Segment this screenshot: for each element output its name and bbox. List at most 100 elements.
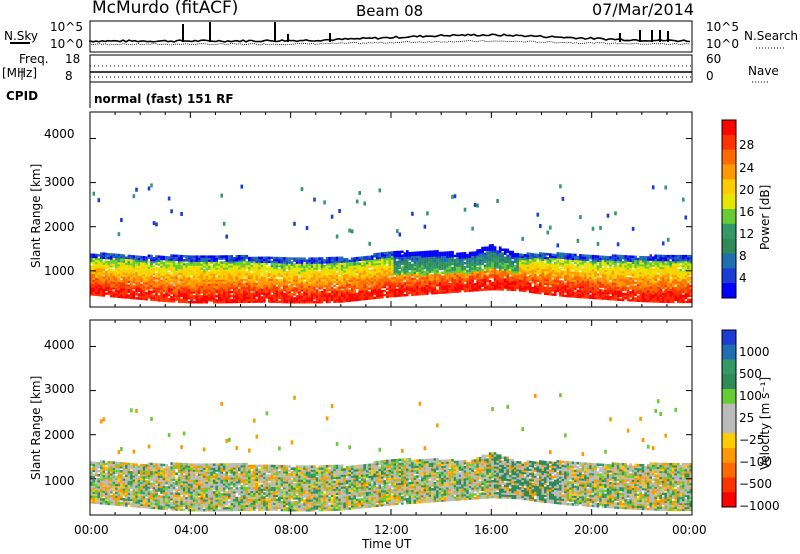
range-cell <box>654 274 657 277</box>
range-cell <box>288 285 291 288</box>
range-cell <box>150 292 153 295</box>
range-cell <box>539 260 542 263</box>
range-cell <box>273 278 276 282</box>
range-cell <box>200 257 203 260</box>
range-cell <box>473 271 477 274</box>
range-cell <box>391 281 394 284</box>
range-cell <box>391 253 394 256</box>
range-cell <box>579 254 582 257</box>
range-cell <box>659 268 662 272</box>
range-cell <box>345 281 349 285</box>
range-cell <box>238 296 241 300</box>
range-cell <box>182 282 186 286</box>
range-cell <box>401 292 404 295</box>
range-cell <box>263 282 266 285</box>
range-cell <box>115 271 118 274</box>
range-cell <box>90 281 93 284</box>
range-cell <box>130 290 133 294</box>
range-cell <box>202 269 206 272</box>
range-cell <box>508 266 512 270</box>
range-cell <box>443 285 447 288</box>
range-cell <box>248 268 251 272</box>
range-cell <box>619 282 622 286</box>
range-cell <box>142 279 146 283</box>
range-cell <box>609 264 612 267</box>
range-cell <box>248 260 251 264</box>
range-cell <box>431 262 434 265</box>
range-cell <box>556 270 560 273</box>
range-cell <box>398 262 402 266</box>
range-cell <box>147 260 151 263</box>
range-cell <box>250 280 254 284</box>
range-cell <box>513 274 517 278</box>
range-cell <box>564 284 567 288</box>
range-cell <box>233 282 236 286</box>
range-cell <box>207 293 211 296</box>
range-cell <box>308 291 311 294</box>
range-cell <box>265 262 269 265</box>
range-cell <box>566 265 570 268</box>
range-cell <box>275 270 279 274</box>
range-cell <box>616 284 620 287</box>
range-cell <box>117 267 121 271</box>
range-cell <box>373 296 376 300</box>
range-cell <box>375 258 379 262</box>
range-cell <box>248 264 251 268</box>
range-cell <box>473 267 477 270</box>
range-cell <box>546 266 550 270</box>
xtick-0: 00:00 <box>74 523 109 537</box>
range-cell <box>167 286 171 289</box>
range-cell <box>529 278 532 281</box>
range-cell <box>463 265 467 269</box>
range-cell <box>501 280 504 283</box>
range-cell <box>406 277 409 281</box>
range-cell <box>386 283 389 286</box>
range-cell <box>378 258 382 261</box>
range-cell <box>222 300 226 304</box>
range-cell <box>170 292 173 295</box>
range-cell <box>381 266 384 269</box>
range-cell <box>127 264 131 268</box>
range-cell <box>644 262 647 265</box>
range-cell <box>589 264 592 268</box>
range-cell <box>609 276 612 279</box>
range-cell <box>506 266 509 269</box>
range-cell <box>142 287 146 291</box>
range-cell <box>599 283 602 286</box>
range-cell <box>398 278 402 281</box>
mhz-label: [MHz] <box>2 66 38 80</box>
range-cell <box>162 271 166 275</box>
range-cell <box>195 289 198 292</box>
range-cell <box>396 276 399 280</box>
range-cell <box>107 270 111 274</box>
range-cell <box>338 292 341 295</box>
range-cell <box>328 284 331 288</box>
range-cell <box>659 266 662 270</box>
range-cell <box>534 277 537 280</box>
range-cell <box>130 256 133 260</box>
range-cell <box>205 265 208 268</box>
range-cell <box>207 275 211 278</box>
range-cell <box>120 295 123 299</box>
range-cell <box>546 253 550 256</box>
range-cell <box>290 299 294 302</box>
range-cell <box>664 288 667 292</box>
range-cell <box>624 282 627 286</box>
range-cell <box>245 286 249 290</box>
range-cell <box>373 253 376 256</box>
range-cell <box>200 263 203 266</box>
range-cell <box>140 277 143 281</box>
range-cell <box>488 250 492 253</box>
range-cell <box>147 284 151 287</box>
range-cell <box>639 259 642 263</box>
range-cell <box>626 259 630 262</box>
range-cell <box>616 292 620 295</box>
range-cell <box>539 274 542 277</box>
range-cell <box>423 252 427 256</box>
range-cell <box>165 269 168 273</box>
range-cell <box>636 299 640 302</box>
range-cell <box>330 294 334 298</box>
range-cell <box>110 263 113 266</box>
range-cell <box>541 278 545 281</box>
range-cell <box>338 268 341 271</box>
